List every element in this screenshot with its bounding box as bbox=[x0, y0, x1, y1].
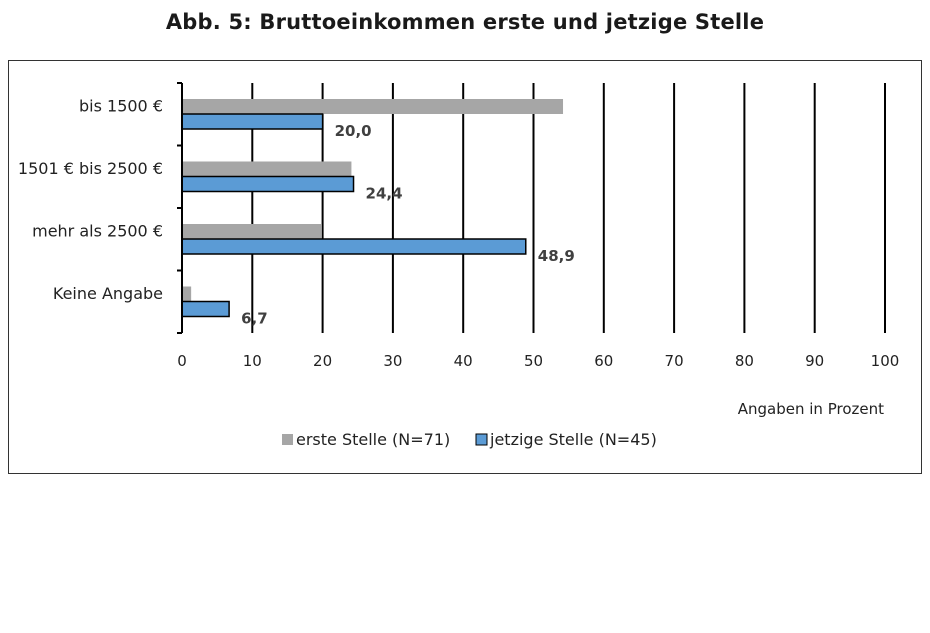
legend-label-1: erste Stelle (N=71) bbox=[296, 430, 450, 449]
x-axis-label: Angaben in Prozent bbox=[738, 400, 884, 418]
x-tick-label-60: 60 bbox=[594, 352, 613, 370]
axes bbox=[177, 82, 183, 334]
x-tick-label-10: 10 bbox=[243, 352, 262, 370]
legend-label-2: jetzige Stelle (N=45) bbox=[489, 430, 657, 449]
bar-erste-4 bbox=[182, 286, 192, 302]
legend-swatch-2 bbox=[475, 433, 488, 446]
bar-jetzige-1 bbox=[181, 113, 324, 130]
category-label: bis 1500 € bbox=[79, 96, 163, 115]
x-tick-label-100: 100 bbox=[871, 352, 900, 370]
chart-frame bbox=[8, 60, 922, 474]
gridlines bbox=[251, 83, 886, 333]
bar-erste-2 bbox=[182, 161, 352, 177]
data-label: 6,7 bbox=[241, 310, 268, 328]
bar-erste-1 bbox=[182, 99, 564, 114]
x-tick-label-30: 30 bbox=[383, 352, 402, 370]
bar-jetzige-2 bbox=[181, 175, 355, 193]
category-label: 1501 € bis 2500 € bbox=[18, 159, 163, 178]
data-label: 48,9 bbox=[538, 247, 575, 265]
x-tick-label-90: 90 bbox=[805, 352, 824, 370]
labels: 0 10 20 30 40 50 60 70 80 90 100 bis 1500 € 20,0 1501… bbox=[18, 96, 899, 370]
legend: erste Stelle (N=71) jetzige Stelle (N=45) bbox=[282, 430, 657, 449]
bar-jetzige-4 bbox=[181, 300, 230, 318]
x-tick-label-40: 40 bbox=[454, 352, 473, 370]
category-label: mehr als 2500 € bbox=[32, 221, 163, 240]
chart-title: Abb. 5: Bruttoeinkommen erste und jetzig… bbox=[165, 10, 765, 34]
x-tick-label-80: 80 bbox=[735, 352, 754, 370]
x-tick-label-0: 0 bbox=[177, 352, 187, 370]
bars bbox=[181, 99, 564, 318]
x-tick-label-20: 20 bbox=[313, 352, 332, 370]
x-tick-label-70: 70 bbox=[665, 352, 684, 370]
bar-erste-3 bbox=[182, 224, 322, 239]
legend-swatch-1 bbox=[282, 434, 293, 445]
x-tick-label-50: 50 bbox=[524, 352, 543, 370]
data-label: 20,0 bbox=[335, 122, 372, 140]
category-label: Keine Angabe bbox=[53, 284, 163, 303]
bar-jetzige-3 bbox=[181, 238, 527, 255]
data-label: 24,4 bbox=[366, 185, 403, 203]
